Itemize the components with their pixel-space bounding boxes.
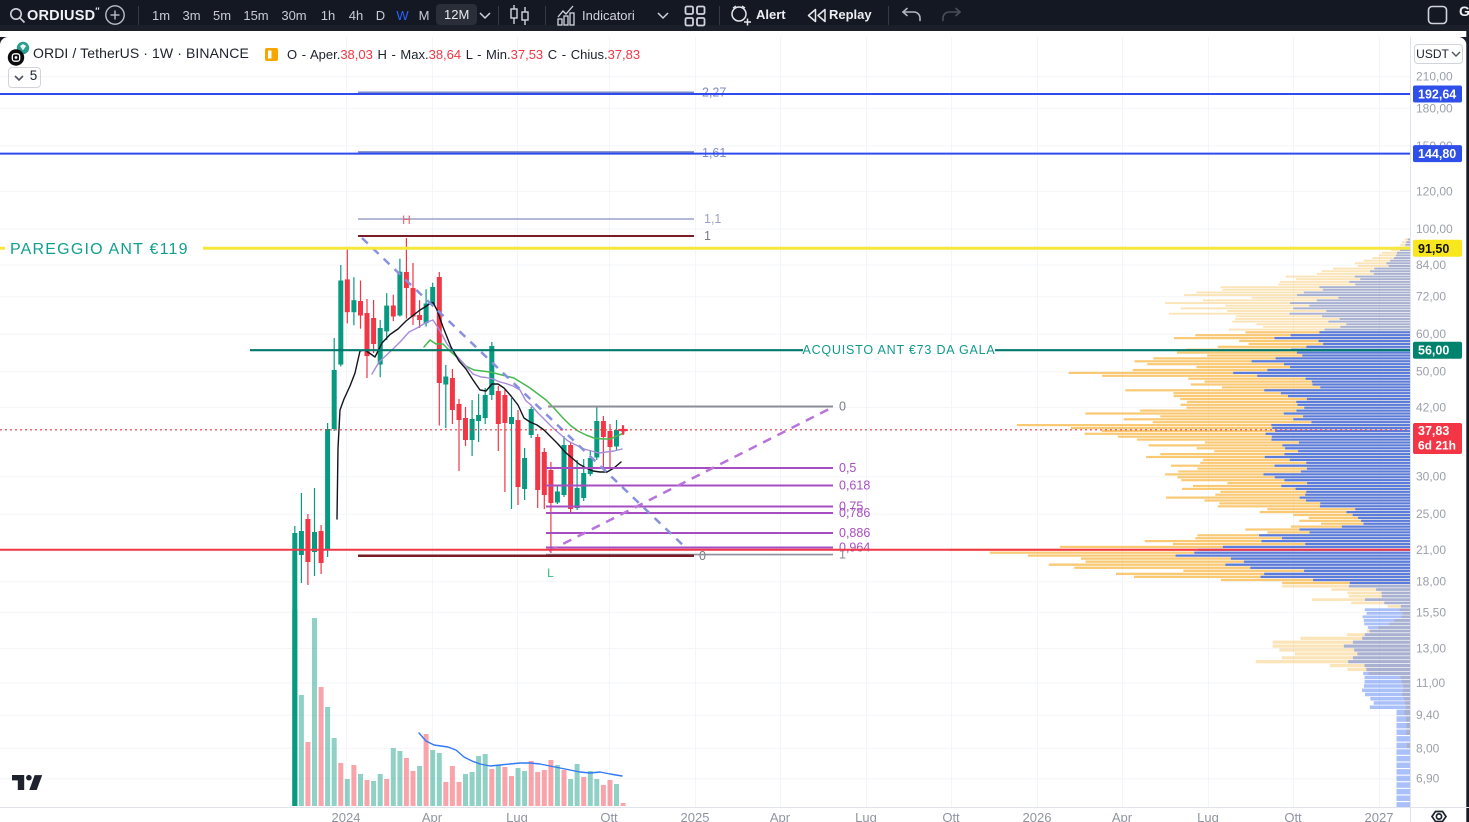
svg-text:180,00: 180,00 xyxy=(1416,101,1453,115)
svg-text:15,50: 15,50 xyxy=(1416,605,1446,619)
svg-text:25,00: 25,00 xyxy=(1416,507,1446,521)
svg-text:56,00: 56,00 xyxy=(1418,344,1449,358)
svg-text:Apr: Apr xyxy=(422,810,443,822)
svg-text:84,00: 84,00 xyxy=(1416,258,1446,272)
svg-text:Lug: Lug xyxy=(855,810,877,822)
svg-text:120,00: 120,00 xyxy=(1416,185,1453,199)
svg-text:100,00: 100,00 xyxy=(1416,222,1453,236)
svg-text:6d 21h: 6d 21h xyxy=(1418,439,1456,453)
svg-text:18,00: 18,00 xyxy=(1416,575,1446,589)
svg-text:0,786: 0,786 xyxy=(839,506,870,520)
svg-text:1: 1 xyxy=(839,548,846,562)
svg-text:144,80: 144,80 xyxy=(1418,147,1456,161)
svg-text:0,886: 0,886 xyxy=(839,526,870,540)
svg-text:2025: 2025 xyxy=(681,810,710,822)
svg-text:Ott: Ott xyxy=(942,810,960,822)
svg-text:0,618: 0,618 xyxy=(839,479,870,493)
svg-text:6,90: 6,90 xyxy=(1416,772,1440,786)
svg-text:0: 0 xyxy=(839,400,846,414)
svg-text:Lug: Lug xyxy=(506,810,528,822)
svg-text:21,00: 21,00 xyxy=(1416,543,1446,557)
svg-text:42,00: 42,00 xyxy=(1416,401,1446,415)
svg-text:192,64: 192,64 xyxy=(1418,88,1456,102)
svg-text:Apr: Apr xyxy=(770,810,791,822)
svg-text:91,50: 91,50 xyxy=(1418,242,1449,256)
svg-text:PAREGGIO ANT €119: PAREGGIO ANT €119 xyxy=(10,241,189,258)
svg-text:13,00: 13,00 xyxy=(1416,642,1446,656)
svg-text:2024: 2024 xyxy=(332,810,361,822)
svg-text:9,40: 9,40 xyxy=(1416,708,1440,722)
svg-text:0: 0 xyxy=(699,549,706,563)
svg-text:2027: 2027 xyxy=(1365,810,1394,822)
svg-text:Lug: Lug xyxy=(1197,810,1219,822)
svg-text:Apr: Apr xyxy=(1112,810,1133,822)
svg-text:0,75: 0,75 xyxy=(839,500,863,514)
svg-text:11,00: 11,00 xyxy=(1416,676,1445,690)
svg-text:2026: 2026 xyxy=(1023,810,1052,822)
svg-text:1,1: 1,1 xyxy=(704,212,721,226)
svg-text:ACQUISTO ANT €73 DA GALA: ACQUISTO ANT €73 DA GALA xyxy=(802,343,995,357)
svg-text:H: H xyxy=(402,213,411,227)
svg-text:0,5: 0,5 xyxy=(839,461,856,475)
svg-text:210,00: 210,00 xyxy=(1416,70,1453,84)
svg-text:37,83: 37,83 xyxy=(1418,424,1449,438)
svg-text:2,27: 2,27 xyxy=(702,86,726,100)
svg-text:60,00: 60,00 xyxy=(1416,327,1446,341)
svg-text:8,00: 8,00 xyxy=(1416,741,1440,755)
svg-text:Ott: Ott xyxy=(1284,810,1302,822)
svg-text:30,00: 30,00 xyxy=(1416,470,1446,484)
svg-text:72,00: 72,00 xyxy=(1416,290,1446,304)
svg-text:0,964: 0,964 xyxy=(839,541,870,555)
svg-text:L: L xyxy=(547,566,554,580)
svg-text:1: 1 xyxy=(704,229,711,243)
svg-text:Ott: Ott xyxy=(600,810,618,822)
svg-text:50,00: 50,00 xyxy=(1416,365,1446,379)
